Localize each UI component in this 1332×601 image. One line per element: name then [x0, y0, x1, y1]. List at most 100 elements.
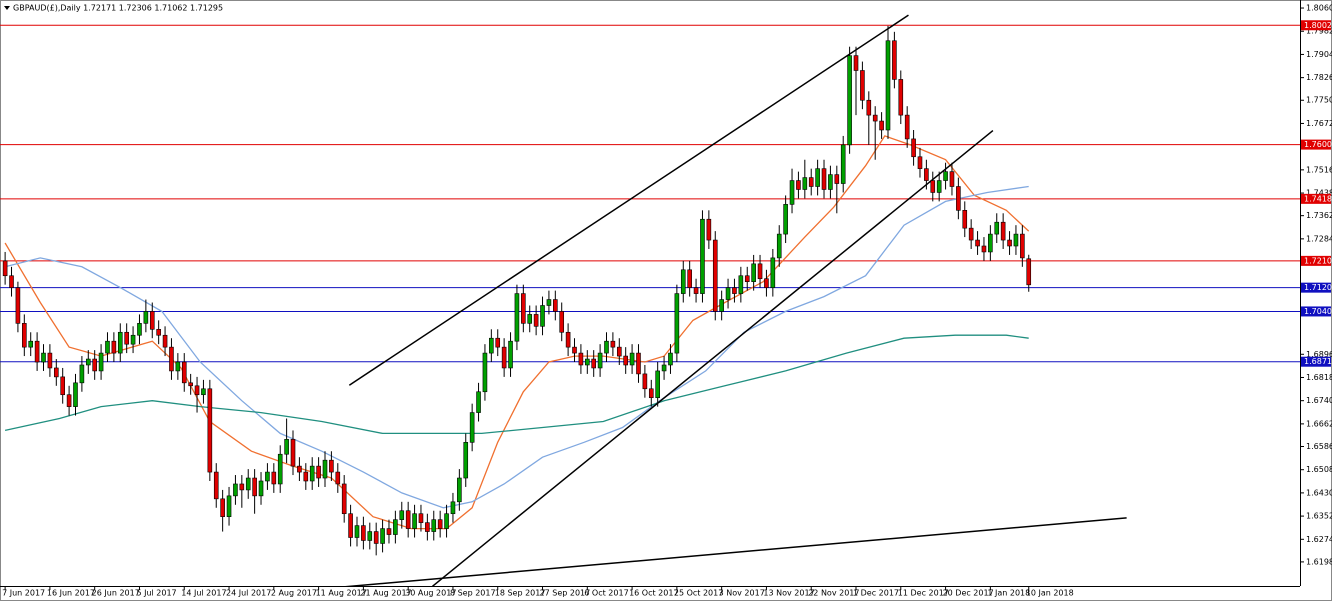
candle-body [674, 293, 680, 354]
candle-body [738, 275, 744, 294]
y-tick-label: 1.73620 [1306, 211, 1332, 220]
candle-body [776, 233, 782, 259]
candle-body [610, 340, 616, 348]
candle-body [130, 334, 136, 345]
candle-body [501, 346, 507, 369]
x-tick-label: 26 Jun 2017 [92, 589, 140, 598]
candle-body [981, 245, 987, 253]
candle-body [732, 287, 737, 294]
x-tick-label: 11 Dec 2017 [898, 589, 949, 598]
candle-body [648, 388, 654, 399]
candle-body [629, 352, 635, 366]
candle-body [105, 340, 110, 354]
candle-body [860, 70, 865, 101]
level-label: 1.70400 [1304, 307, 1332, 316]
candle-body [757, 263, 763, 280]
level-label: 1.74185 [1304, 194, 1332, 203]
candle-body [866, 99, 872, 116]
candle-body [879, 120, 884, 131]
candle-body [265, 471, 270, 482]
x-tick-label: 27 Sep 2017 [540, 589, 591, 598]
candle-body [41, 352, 46, 363]
candle-body [751, 263, 756, 282]
y-tick-label: 1.65860 [1306, 442, 1332, 451]
plot-area [0, 14, 1300, 586]
candle-body [201, 388, 206, 396]
y-tick-label: 1.78260 [1306, 73, 1332, 82]
candle-body [783, 204, 788, 235]
candle-body [316, 465, 321, 479]
x-tick-label: 1 Dec 2017 [853, 589, 899, 598]
candle-body [904, 114, 910, 140]
candle-body [297, 465, 302, 473]
candle-body [92, 358, 97, 372]
candle-body [968, 227, 974, 241]
x-tick-label: 16 Jun 2017 [47, 589, 95, 598]
candle-body [975, 239, 980, 247]
candle-body [930, 180, 936, 193]
candle-body [431, 519, 437, 532]
candle-body [15, 287, 21, 324]
candle-body [418, 513, 424, 523]
candle-body [706, 218, 712, 241]
candle-body [156, 328, 161, 336]
candle-body [700, 218, 705, 294]
candle-body [469, 412, 475, 443]
candle-body [693, 287, 699, 294]
y-tick-label: 1.72840 [1306, 234, 1332, 243]
candle-body [719, 299, 724, 312]
candle-body [194, 385, 200, 396]
candle-body [847, 55, 852, 146]
candle-body [521, 293, 526, 324]
candle-body [149, 311, 155, 330]
candle-body [175, 361, 181, 372]
candle-body [828, 174, 833, 190]
candle-body [412, 513, 417, 529]
candle-body [604, 340, 609, 354]
candle-body [341, 483, 347, 515]
x-tick-label: 8 Sep 2017 [450, 589, 496, 598]
candle-body [796, 180, 801, 190]
y-tick-label: 1.80600 [1306, 4, 1332, 13]
y-tick-label: 1.64300 [1306, 488, 1332, 497]
candle-body [943, 171, 948, 181]
candle-body [53, 367, 59, 378]
candle-body [303, 471, 309, 482]
candle-body [559, 311, 565, 333]
x-tick-label: 14 Jul 2017 [181, 589, 226, 598]
y-tick-label: 1.79040 [1306, 50, 1332, 59]
moving-average [4, 185, 1029, 509]
candle-body [725, 287, 731, 300]
candle-body [463, 442, 469, 479]
candle-body [354, 525, 360, 538]
candle-body [789, 180, 795, 205]
candle-body [770, 257, 776, 288]
candle-body [437, 519, 443, 529]
candle-body [220, 498, 225, 517]
x-tick-label: 18 Sep 2017 [495, 589, 546, 598]
candle-body [712, 239, 718, 312]
y-tick-label: 1.65080 [1306, 465, 1332, 474]
y-tick-label: 1.76720 [1306, 119, 1332, 128]
candle-body [137, 323, 142, 336]
candle-body [290, 439, 296, 467]
y-tick-label: 1.68180 [1306, 373, 1332, 382]
moving-average [4, 334, 1029, 435]
candle-body [476, 391, 481, 413]
y-tick-label: 1.63520 [1306, 512, 1332, 521]
candle-body [169, 346, 174, 372]
x-tick-label: 24 Jul 2017 [226, 589, 271, 598]
x-tick-label: 11 Aug 2017 [316, 589, 367, 598]
candle-body [457, 477, 462, 503]
candle-body [9, 275, 14, 288]
candle-body [687, 269, 692, 288]
candle-body [949, 171, 955, 187]
candle-body [1007, 239, 1012, 247]
axes: 1.80600 1.79820 1.79040 1.78260 1.77500 1.767… [2, 4, 1332, 598]
y-tick-label: 1.62740 [1306, 535, 1332, 544]
candle-body [565, 331, 571, 348]
candle-body [181, 361, 187, 384]
title-arrow [4, 6, 10, 10]
